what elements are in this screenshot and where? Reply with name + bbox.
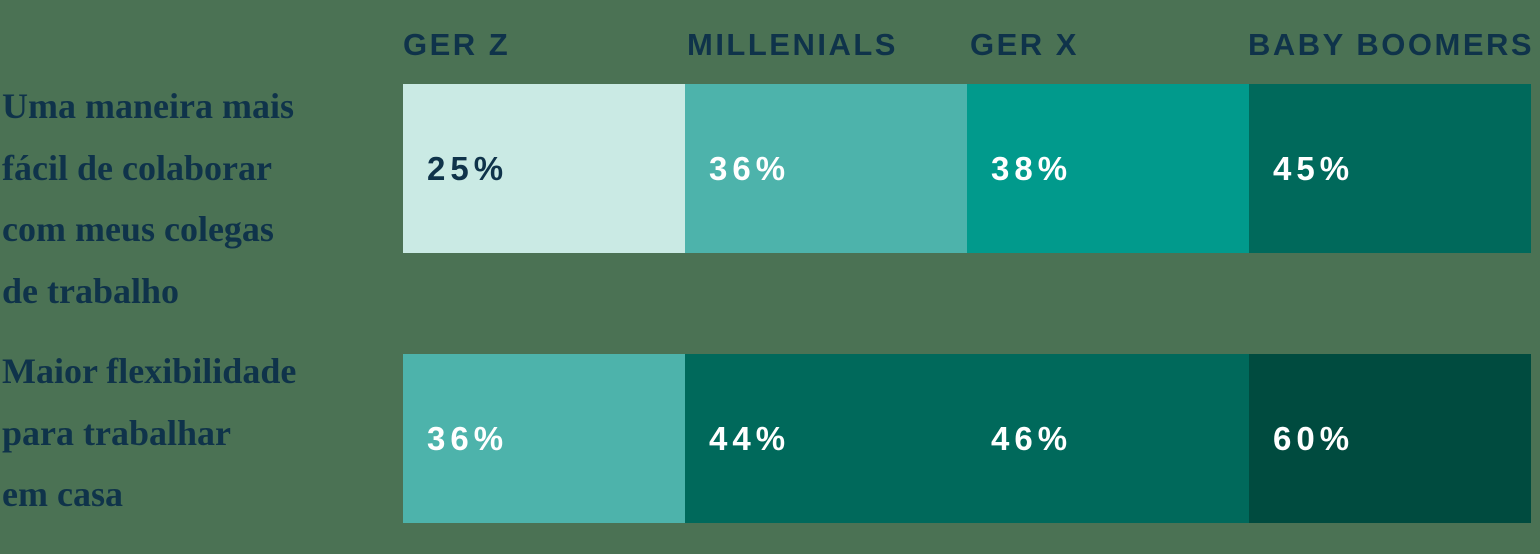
cell-value: 38% — [991, 149, 1073, 187]
cell-value: 45% — [1273, 149, 1355, 187]
column-header-ger-x: GER X — [970, 27, 1079, 62]
cell-flexibility-ger-x: 46% — [967, 354, 1249, 523]
row-label-line: Maior flexibilidade — [2, 351, 297, 391]
cell-collaborate-ger-z: 25% — [403, 84, 685, 253]
cell-collaborate-millenials: 36% — [685, 84, 967, 253]
column-header-ger-z: GER Z — [403, 27, 511, 62]
cell-value: 25% — [427, 149, 509, 187]
column-header-millenials: MILLENIALS — [687, 27, 898, 62]
row-label-line: Uma maneira mais — [2, 86, 294, 126]
cell-flexibility-baby-boomers: 60% — [1249, 354, 1531, 523]
cell-value: 60% — [1273, 419, 1355, 457]
cell-value: 46% — [991, 419, 1073, 457]
cell-value: 36% — [427, 419, 509, 457]
bar-row-flexibility: 36% 44% 46% 60% — [403, 354, 1531, 523]
cell-value: 36% — [709, 149, 791, 187]
cell-collaborate-baby-boomers: 45% — [1249, 84, 1531, 253]
row-label-line: em casa — [2, 474, 123, 514]
cell-flexibility-millenials: 44% — [685, 354, 967, 523]
column-header-baby-boomers: BABY BOOMERS — [1248, 27, 1535, 62]
bar-row-collaborate: 25% 36% 38% 45% — [403, 84, 1531, 253]
cell-collaborate-ger-x: 38% — [967, 84, 1249, 253]
row-label-line: de trabalho — [2, 270, 180, 311]
row-label-line: fácil de colaborar — [2, 147, 272, 188]
row-label-line: com meus colegas — [2, 209, 274, 249]
row-label-line: para trabalhar — [2, 412, 231, 453]
cell-flexibility-ger-z: 36% — [403, 354, 685, 523]
cell-value: 44% — [709, 419, 791, 457]
row-label-flexibility: Maior flexibilidade para trabalhar em ca… — [2, 341, 400, 526]
row-label-collaborate: Uma maneira mais fácil de colaborar com … — [2, 76, 400, 322]
